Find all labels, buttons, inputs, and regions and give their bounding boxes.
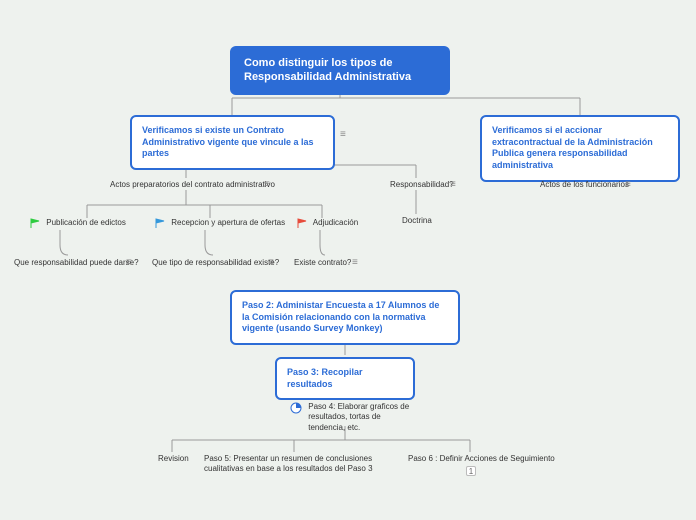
leaf-recepcion[interactable]: Recepcion y apertura de ofertas	[155, 218, 285, 229]
revision-text: Revision	[158, 454, 189, 463]
sub2-label[interactable]: Responsabilidad?	[390, 180, 454, 190]
leaf-edictos[interactable]: Publicación de edictos	[30, 218, 126, 229]
sub2-text: Responsabilidad?	[390, 180, 454, 189]
paso3-node[interactable]: Paso 3: Recopilar resultados	[275, 357, 415, 400]
right-sub-text: Actos de los funcionarios	[540, 180, 629, 189]
leaf-text: Recepcion y apertura de ofertas	[171, 218, 285, 227]
sub1-text: Actos preparatorios del contrato adminis…	[110, 180, 275, 189]
flag-icon	[30, 218, 40, 229]
branch-right-node[interactable]: Verificamos si el accionar extracontract…	[480, 115, 680, 182]
q-adjudicacion[interactable]: Existe contrato?	[294, 258, 351, 268]
paso3-text: Paso 3: Recopilar resultados	[287, 367, 363, 389]
branch-left-title: Verificamos si existe un Contrato Admini…	[142, 125, 314, 158]
branch-right-title: Verificamos si el accionar extracontract…	[492, 125, 653, 170]
badge-text: 1	[466, 466, 476, 476]
menu-icon[interactable]: ≡	[352, 258, 358, 268]
flag-icon	[297, 218, 307, 229]
doctrina-text: Doctrina	[402, 216, 432, 225]
paso6-text: Paso 6 : Definir Acciones de Seguimiento	[408, 454, 555, 463]
menu-icon[interactable]: ≡	[268, 258, 274, 268]
paso5-text: Paso 5: Presentar un resumen de conclusi…	[204, 454, 373, 473]
q-recepcion[interactable]: Que tipo de responsabilidad existe?	[152, 258, 279, 268]
paso6-label[interactable]: Paso 6 : Definir Acciones de Seguimiento	[408, 454, 555, 464]
q-text: Existe contrato?	[294, 258, 351, 267]
pie-chart-icon	[290, 402, 302, 417]
paso5-label[interactable]: Paso 5: Presentar un resumen de conclusi…	[204, 454, 388, 475]
revision-label[interactable]: Revision	[158, 454, 189, 464]
menu-icon[interactable]: ≡	[126, 258, 132, 268]
paso2-node[interactable]: Paso 2: Administar Encuesta a 17 Alumnos…	[230, 290, 460, 345]
leaf-adjudicacion[interactable]: Adjudicación	[297, 218, 358, 229]
root-node[interactable]: Como distinguir los tipos de Responsabil…	[230, 46, 450, 95]
branch-left-node[interactable]: Verificamos si existe un Contrato Admini…	[130, 115, 335, 170]
paso2-text: Paso 2: Administar Encuesta a 17 Alumnos…	[242, 300, 439, 333]
root-title: Como distinguir los tipos de Responsabil…	[244, 57, 411, 83]
paso4-node[interactable]: Paso 4: Elaborar graficos de resultados,…	[290, 402, 420, 433]
q-edictos[interactable]: Que responsabilidad puede darse?	[14, 258, 139, 268]
sub1-label[interactable]: Actos preparatorios del contrato adminis…	[110, 180, 275, 190]
flag-icon	[155, 218, 165, 229]
menu-icon[interactable]: ≡	[264, 180, 270, 190]
q-text: Que responsabilidad puede darse?	[14, 258, 139, 267]
badge-count: 1	[466, 466, 476, 478]
menu-icon[interactable]: ≡	[625, 180, 631, 190]
menu-icon[interactable]: ≡	[450, 180, 456, 190]
right-sub-label[interactable]: Actos de los funcionarios	[540, 180, 629, 190]
menu-icon[interactable]: ≡	[340, 130, 346, 140]
doctrina-label[interactable]: Doctrina	[402, 216, 432, 226]
leaf-text: Publicación de edictos	[46, 218, 126, 227]
q-text: Que tipo de responsabilidad existe?	[152, 258, 279, 267]
paso4-text: Paso 4: Elaborar graficos de resultados,…	[308, 402, 413, 433]
leaf-text: Adjudicación	[313, 218, 358, 227]
